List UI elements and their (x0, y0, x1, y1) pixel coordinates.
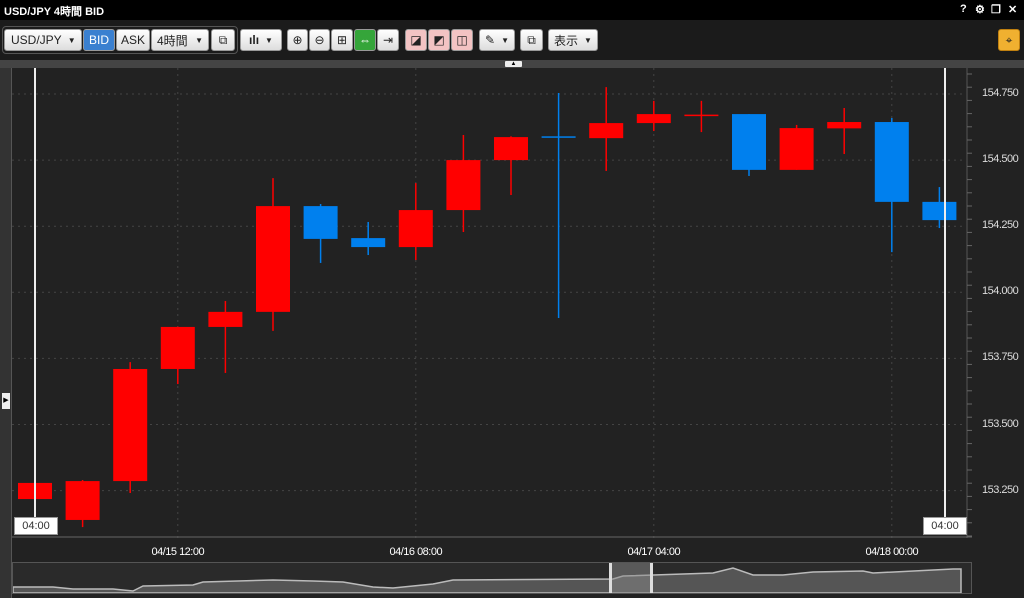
chevron-down-icon: ▼ (584, 35, 592, 45)
navigator-window[interactable] (611, 563, 651, 593)
ask-button[interactable]: ASK (116, 29, 150, 51)
candle-body (65, 481, 100, 520)
x-tick-label: 04/17 04:00 (627, 546, 681, 558)
candle-body (541, 136, 576, 138)
timeframe-select[interactable]: 4時間 ▼ (151, 29, 209, 51)
candlestick-icon: ılı (249, 33, 260, 47)
bid-button[interactable]: BID (83, 29, 115, 51)
draw-tool-button-2[interactable]: ◩ (428, 29, 450, 51)
window-title: USD/JPY 4時間 BID (4, 6, 105, 18)
x-tick-label: 04/18 00:00 (865, 546, 919, 558)
plot-background (12, 68, 972, 538)
navigator-handle-right[interactable] (650, 563, 653, 593)
navigator-overview (12, 563, 962, 594)
fit-button[interactable]: ⊞ (331, 29, 353, 51)
zoom-out-icon: ⊖ (314, 33, 325, 47)
y-tick-label: 154.500 (982, 153, 1019, 166)
candle-body (208, 311, 243, 327)
pen-select[interactable]: ✎ ▼ (479, 29, 515, 51)
image-icon: ⧉ (527, 32, 536, 47)
cursor-time-label-left: 04:00 (14, 517, 58, 535)
zoom-in-icon: ⊕ (292, 33, 303, 47)
symbol-select[interactable]: USD/JPY ▼ (4, 29, 82, 51)
y-tick-label: 154.750 (982, 87, 1019, 99)
candle-body (636, 114, 671, 124)
y-tick-label: 153.250 (982, 483, 1019, 496)
candle-body (827, 122, 862, 129)
timeframe-value: 4時間 (157, 33, 188, 48)
candlestick-chart[interactable] (12, 68, 972, 538)
fit-icon: ⊞ (336, 33, 348, 47)
candle-body (351, 238, 386, 248)
candle-body (874, 122, 909, 202)
layout-button[interactable]: ⌖ (998, 29, 1020, 51)
display-menu-button[interactable]: 表示 ▼ (548, 29, 598, 51)
candle-body (494, 137, 528, 161)
navigator-area (12, 567, 962, 594)
restore-icon[interactable]: ❐ (991, 4, 1001, 16)
candle-body (256, 206, 290, 312)
y-tick-label: 153.750 (982, 351, 1019, 364)
collapse-up-icon[interactable]: ▲ (505, 61, 522, 67)
candle-body (113, 368, 148, 482)
symbol-group (2, 26, 238, 54)
pen-icon: ✎ (485, 33, 496, 47)
edit-drawing-icon: ◩ (433, 33, 445, 47)
chart-type-select[interactable]: ılı ▼ (240, 29, 282, 51)
candle-body (732, 114, 766, 170)
candle-body (779, 128, 814, 170)
latest-button[interactable]: ⇥ (377, 29, 399, 51)
display-label: 表示 (554, 33, 579, 48)
draw-tool-button-3[interactable]: ◫ (451, 29, 473, 51)
chevron-down-icon: ▼ (501, 35, 509, 45)
left-panel-bar: ▶ (0, 68, 12, 598)
candle-body (303, 206, 338, 239)
close-icon[interactable]: ✕ (1008, 4, 1018, 16)
overlay-icon: ⧉ (218, 32, 228, 47)
gear-icon[interactable]: ⚙ (975, 4, 985, 16)
symbol-value: USD/JPY (11, 33, 62, 47)
add-drawing-icon: ◪ (410, 33, 422, 47)
navigator[interactable] (12, 562, 972, 594)
y-tick-label: 154.250 (982, 219, 1019, 232)
y-tick-label: 153.500 (982, 417, 1019, 430)
zoom-out-button[interactable]: ⊖ (309, 29, 330, 51)
cursor-time-label-right: 04:00 (923, 517, 967, 535)
candle-body (446, 160, 481, 211)
x-axis: 04/15 12:00 04/16 08:00 04/17 04:00 04/18 0… (12, 538, 972, 560)
autoscroll-button[interactable]: ⇔ (354, 29, 376, 51)
candle-body (398, 210, 433, 248)
candle-body (922, 201, 957, 221)
navigator-handle-left[interactable] (609, 563, 612, 593)
crosshair-icon: ⌖ (1005, 32, 1013, 47)
delete-drawing-icon: ◫ (456, 33, 468, 47)
jump-latest-icon: ⇥ (382, 33, 394, 47)
y-tick-label: 154.000 (982, 285, 1019, 298)
candle-body (589, 123, 624, 139)
x-tick-label: 04/16 08:00 (389, 546, 443, 558)
draw-tool-button-1[interactable]: ◪ (405, 29, 427, 51)
x-tick-label: 04/15 12:00 (151, 546, 205, 558)
compare-button[interactable]: ⧉ (211, 29, 235, 51)
candle-body (684, 114, 719, 117)
help-icon[interactable]: ? (960, 3, 967, 15)
chevron-down-icon: ▼ (195, 35, 203, 45)
chevron-down-icon: ▼ (67, 35, 76, 45)
expand-icon: ⇔ (359, 33, 371, 47)
title-bar: USD/JPY 4時間 BID ? ⚙ ❐ ✕ (0, 0, 1024, 20)
zoom-in-button[interactable]: ⊕ (287, 29, 308, 51)
expand-right-icon[interactable]: ▶ (2, 393, 10, 409)
chevron-down-icon: ▼ (265, 35, 273, 45)
candle-body (160, 326, 195, 369)
screenshot-button[interactable]: ⧉ (520, 29, 543, 51)
